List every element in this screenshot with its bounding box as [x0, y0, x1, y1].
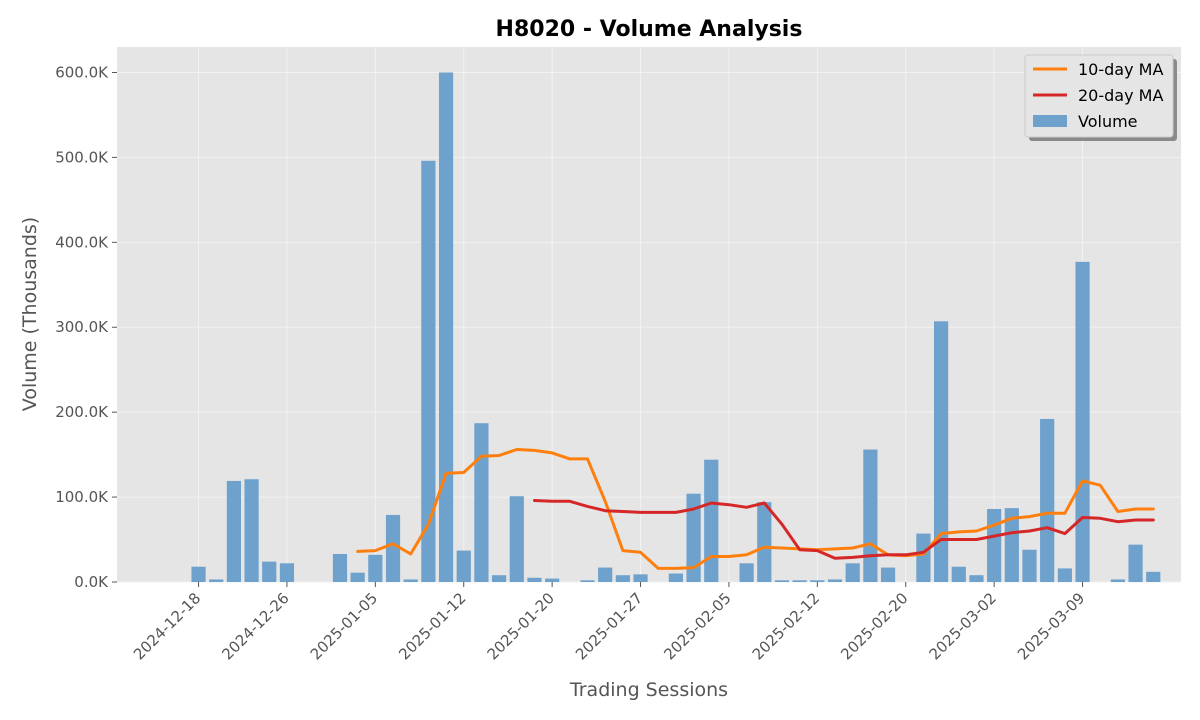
- volume-bar: [244, 479, 259, 582]
- legend-label-10-day-ma: 10-day MA: [1078, 60, 1163, 79]
- y-tick-label: 600.0K: [55, 63, 109, 81]
- volume-bar: [951, 566, 966, 582]
- volume-bar: [438, 72, 454, 582]
- legend-label-volume: Volume: [1078, 112, 1138, 131]
- volume-bar: [1146, 571, 1161, 582]
- volume-bar: [668, 573, 683, 582]
- chart-title: H8020 - Volume Analysis: [496, 17, 803, 42]
- y-tick-label: 500.0K: [55, 148, 109, 166]
- volume-bar: [226, 480, 241, 582]
- volume-bar: [403, 579, 418, 582]
- x-tick-label: 2025-03-09: [1014, 589, 1088, 663]
- x-tick-label: 2025-01-20: [484, 589, 558, 663]
- y-tick-label: 300.0K: [55, 318, 109, 336]
- volume-bar: [934, 321, 949, 582]
- volume-bar: [757, 502, 772, 582]
- volume-bar: [633, 574, 648, 582]
- volume-bar: [1128, 544, 1143, 582]
- line-10-day-ma: [356, 448, 1155, 570]
- x-tick-label: 2025-02-20: [837, 589, 911, 663]
- x-tick-label: 2025-01-05: [307, 589, 381, 663]
- x-tick-label: 2025-02-05: [660, 589, 734, 663]
- x-tick-label: 2025-02-12: [749, 589, 823, 663]
- legend-label-20-day-ma: 20-day MA: [1078, 86, 1163, 105]
- volume-bar: [704, 459, 719, 582]
- volume-bar: [1075, 261, 1090, 582]
- y-tick-label: 400.0K: [55, 233, 109, 251]
- plot-background: [117, 47, 1181, 582]
- volume-bar: [385, 514, 401, 582]
- volume-bar: [350, 572, 365, 582]
- volume-bar: [580, 580, 595, 582]
- legend-swatch-volume: [1033, 115, 1067, 127]
- moving-average-lines: [356, 448, 1155, 570]
- volume-bar: [474, 423, 489, 582]
- y-tick-label: 200.0K: [55, 403, 109, 421]
- x-tick-label: 2024-12-26: [218, 589, 292, 663]
- y-axis-ticks: 0.0K 100.0K 200.0K 300.0K 400.0K 500.0K 600.0K: [55, 63, 117, 591]
- volume-bar: [739, 563, 754, 582]
- x-tick-label: 2025-01-12: [395, 589, 469, 663]
- x-axis-title: Trading Sessions: [569, 679, 728, 701]
- volume-bar: [615, 575, 630, 582]
- volume-bar: [527, 577, 542, 582]
- volume-bar: [969, 575, 984, 582]
- x-tick-label: 2025-01-27: [572, 589, 646, 663]
- volume-bar: [863, 449, 878, 582]
- volume-bar: [987, 508, 1002, 582]
- volume-bar: [686, 493, 701, 582]
- volume-bar: [1022, 549, 1037, 582]
- volume-bar: [492, 575, 507, 582]
- volume-bar: [774, 580, 790, 582]
- volume-bar: [191, 566, 206, 582]
- volume-bar: [598, 567, 613, 582]
- volume-bar: [792, 580, 807, 582]
- line-20-day-ma: [533, 499, 1155, 560]
- volume-bar: [262, 561, 277, 582]
- volume-bar: [509, 496, 524, 582]
- legend: 10-day MA 20-day MA Volume: [1024, 54, 1177, 141]
- volume-bar: [545, 578, 560, 582]
- y-tick-label: 0.0K: [74, 573, 109, 591]
- volume-bar: [279, 563, 295, 582]
- volume-bar: [1004, 508, 1019, 582]
- volume-bar: [810, 580, 825, 582]
- x-tick-label: 2025-03-02: [926, 589, 1000, 663]
- volume-bar: [845, 563, 860, 582]
- volume-bar: [1110, 579, 1125, 582]
- volume-bar: [209, 579, 224, 582]
- y-axis-title: Volume (Thousands): [19, 217, 41, 411]
- volume-bar: [368, 554, 383, 582]
- volume-bar: [880, 567, 896, 582]
- y-tick-label: 100.0K: [55, 488, 109, 506]
- volume-bar: [332, 553, 348, 582]
- volume-bar: [1040, 418, 1055, 582]
- volume-bar: [827, 579, 843, 582]
- volume-bar: [916, 533, 931, 582]
- volume-bar: [421, 160, 436, 583]
- volume-bar: [456, 550, 471, 582]
- volume-bar: [1057, 568, 1072, 582]
- x-axis-ticks: 2024-12-18 2024-12-26 2025-01-05 2025-01-12…: [130, 582, 1088, 663]
- x-tick-label: 2024-12-18: [130, 589, 204, 663]
- volume-bars: [191, 72, 1161, 583]
